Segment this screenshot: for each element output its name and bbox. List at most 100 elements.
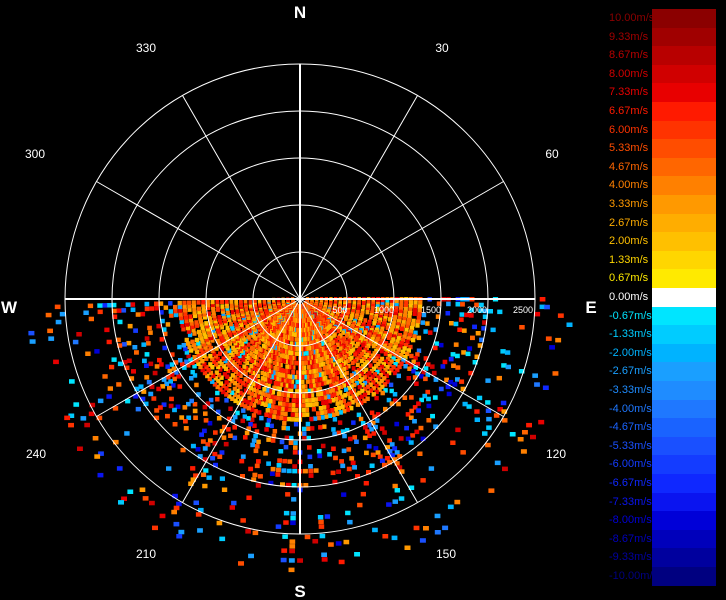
velocity-cell xyxy=(455,377,460,382)
velocity-cell xyxy=(351,394,356,399)
velocity-cell xyxy=(264,412,269,417)
velocity-cell xyxy=(276,410,281,416)
velocity-cell xyxy=(225,308,230,313)
velocity-cell xyxy=(157,405,163,410)
velocity-cell xyxy=(239,368,244,373)
velocity-cell xyxy=(402,395,408,400)
velocity-cell xyxy=(301,393,306,399)
velocity-cell xyxy=(122,360,128,365)
velocity-cell xyxy=(326,338,330,343)
velocity-cell xyxy=(382,462,387,468)
velocity-cell xyxy=(217,315,222,320)
velocity-cell xyxy=(268,399,273,404)
velocity-cell xyxy=(250,417,255,423)
velocity-cell xyxy=(371,431,377,436)
velocity-cell xyxy=(376,375,381,380)
velocity-cell xyxy=(420,478,426,483)
velocity-cell xyxy=(180,447,186,453)
velocity-cell xyxy=(368,382,373,387)
velocity-cell xyxy=(286,388,291,393)
velocity-cell xyxy=(399,341,404,346)
velocity-cell xyxy=(270,374,274,380)
velocity-cell xyxy=(455,427,461,433)
velocity-cell xyxy=(425,362,431,367)
velocity-cell xyxy=(409,325,415,331)
velocity-cell xyxy=(215,356,220,362)
velocity-cell xyxy=(256,384,261,390)
velocity-cell xyxy=(281,425,286,431)
velocity-cell xyxy=(265,372,270,378)
velocity-cell xyxy=(215,304,220,310)
velocity-cell xyxy=(331,327,335,333)
velocity-cell xyxy=(340,404,345,409)
velocity-cell xyxy=(193,415,198,420)
velocity-cell xyxy=(236,400,241,406)
velocity-cell xyxy=(308,364,313,370)
legend-label: 8.67m/s xyxy=(609,49,649,62)
velocity-cell xyxy=(92,436,99,441)
velocity-cell xyxy=(297,558,303,563)
velocity-cell xyxy=(360,377,365,382)
velocity-cell xyxy=(304,403,309,408)
velocity-cell xyxy=(494,460,501,466)
velocity-cell xyxy=(277,367,282,372)
velocity-cell xyxy=(378,317,383,323)
velocity-cell xyxy=(312,388,317,393)
velocity-cell xyxy=(168,379,173,384)
velocity-cell xyxy=(279,353,284,358)
velocity-cell xyxy=(179,315,184,321)
velocity-cell xyxy=(279,333,284,338)
velocity-cell xyxy=(316,377,320,383)
velocity-cell xyxy=(248,369,253,374)
velocity-cell xyxy=(264,362,269,367)
velocity-cell xyxy=(373,377,378,383)
velocity-cell xyxy=(331,412,336,417)
velocity-cell xyxy=(339,459,344,464)
velocity-cell xyxy=(253,448,259,454)
velocity-cell xyxy=(154,306,159,311)
velocity-cell xyxy=(372,414,377,419)
velocity-cell xyxy=(375,309,379,314)
velocity-cell xyxy=(282,397,287,402)
legend-swatch xyxy=(652,213,716,233)
velocity-cell xyxy=(378,331,383,337)
velocity-cell xyxy=(361,305,366,310)
velocity-cell xyxy=(148,391,154,397)
velocity-cell xyxy=(295,389,300,394)
velocity-cell xyxy=(198,507,204,513)
velocity-cell xyxy=(285,378,289,384)
velocity-cell xyxy=(315,387,320,392)
velocity-cell xyxy=(413,304,418,309)
velocity-cell xyxy=(408,300,413,305)
velocity-cell xyxy=(411,359,416,364)
velocity-cell xyxy=(232,362,237,367)
velocity-cell xyxy=(335,401,340,406)
velocity-cell xyxy=(253,298,257,303)
velocity-cell xyxy=(206,475,212,480)
velocity-cell xyxy=(363,330,368,335)
velocity-cell xyxy=(394,461,400,466)
velocity-cell xyxy=(307,402,313,408)
velocity-cell xyxy=(200,350,205,355)
velocity-cell xyxy=(344,387,349,392)
velocity-cell xyxy=(328,373,333,379)
velocity-cell xyxy=(337,369,342,374)
velocity-cell xyxy=(518,369,525,374)
velocity-cell xyxy=(230,378,235,384)
velocity-cell xyxy=(248,553,254,559)
velocity-cell xyxy=(160,384,166,389)
velocity-cell xyxy=(255,483,261,488)
velocity-cell xyxy=(338,410,343,415)
velocity-cell xyxy=(532,373,538,378)
velocity-cell xyxy=(151,396,157,401)
velocity-cell xyxy=(47,328,53,334)
velocity-cell xyxy=(354,439,359,444)
velocity-cell xyxy=(330,388,335,393)
velocity-cell xyxy=(208,397,214,403)
velocity-cell xyxy=(289,388,294,394)
velocity-cell xyxy=(212,382,218,387)
velocity-cell xyxy=(282,534,288,539)
velocity-cell xyxy=(380,299,385,305)
velocity-cell xyxy=(282,358,286,364)
velocity-cell xyxy=(168,309,173,314)
